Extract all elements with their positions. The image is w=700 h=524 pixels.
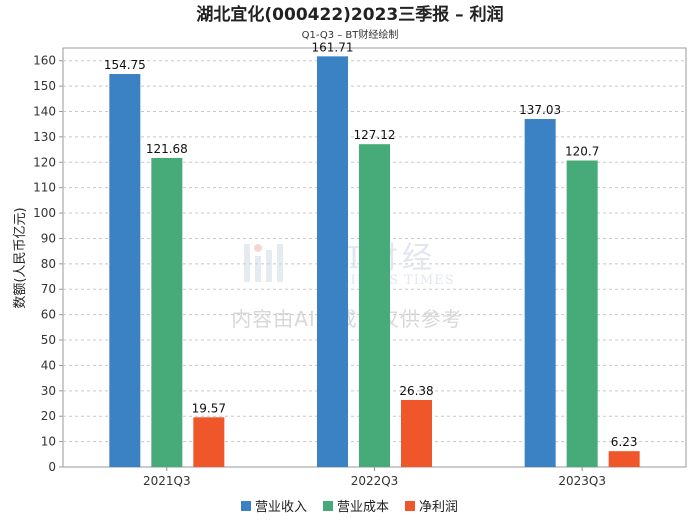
legend-label: 营业收入 (255, 500, 307, 515)
bar-2021Q3-净利润 (193, 417, 225, 467)
y-tick-label: 70 (41, 282, 56, 296)
data-labels: 154.75 121.68 19.57 161.71 127.12 26.38 137.03… (104, 40, 638, 449)
y-tick-label: 60 (41, 308, 56, 322)
bar-2021Q3-营业成本 (151, 158, 183, 468)
data-label: 121.68 (146, 142, 188, 156)
legend-swatch (405, 501, 415, 511)
data-label: 6.23 (611, 435, 638, 449)
bar-2021Q3-营业收入 (109, 74, 141, 468)
chart-title: 湖北宜化(000422)2023三季报 – 利润 (196, 4, 503, 25)
y-tick-label: 0 (48, 460, 56, 474)
y-tick-label: 20 (41, 409, 56, 423)
y-tick-label: 100 (33, 206, 56, 220)
y-tick-label: 40 (41, 358, 56, 372)
legend-swatch (241, 501, 251, 511)
data-label: 137.03 (519, 103, 561, 117)
x-tick-label: 2021Q3 (143, 474, 191, 488)
chart-subtitle: Q1-Q3 – BT财经绘制 (302, 28, 399, 41)
y-axis-label: 数额(人民币亿元) (13, 207, 28, 308)
bt-logo-icon (244, 244, 283, 282)
bar-2022Q3-净利润 (401, 400, 432, 467)
y-tick-label: 160 (33, 54, 56, 68)
y-tick-label: 120 (33, 155, 56, 169)
bar-2023Q3-营业收入 (524, 119, 556, 467)
x-tick-label: 2022Q3 (351, 474, 399, 488)
legend-label: 净利润 (419, 500, 458, 515)
y-tick-label: 80 (41, 257, 56, 271)
y-tick-label: 30 (41, 384, 56, 398)
bar-2022Q3-营业成本 (359, 144, 390, 467)
bar-2022Q3-营业收入 (317, 56, 348, 467)
bar-2023Q3-营业成本 (566, 160, 598, 467)
data-label: 26.38 (399, 384, 433, 398)
bars (109, 56, 640, 468)
legend-label: 营业成本 (337, 500, 389, 515)
x-axis-ticks: 2021Q3 2022Q3 2023Q3 (143, 467, 606, 488)
y-tick-label: 130 (33, 130, 56, 144)
data-label: 127.12 (354, 128, 396, 142)
x-tick-label: 2023Q3 (558, 474, 606, 488)
y-tick-label: 10 (41, 435, 56, 449)
legend-swatch (323, 501, 333, 511)
y-tick-label: 110 (33, 181, 56, 195)
y-tick-label: 140 (33, 104, 56, 118)
y-axis-ticks: 0 10 20 30 40 50 60 70 80 90 100 110 120 130 140 150 160 (33, 54, 63, 474)
data-label: 161.71 (312, 40, 354, 54)
legend: 营业收入 营业成本 净利润 (241, 500, 458, 515)
data-label: 154.75 (104, 58, 146, 72)
y-tick-label: 90 (41, 231, 56, 245)
data-label: 19.57 (192, 401, 226, 415)
y-tick-label: 150 (33, 79, 56, 93)
y-tick-label: 50 (41, 333, 56, 347)
data-label: 120.7 (565, 144, 599, 158)
bar-2023Q3-净利润 (608, 451, 640, 467)
